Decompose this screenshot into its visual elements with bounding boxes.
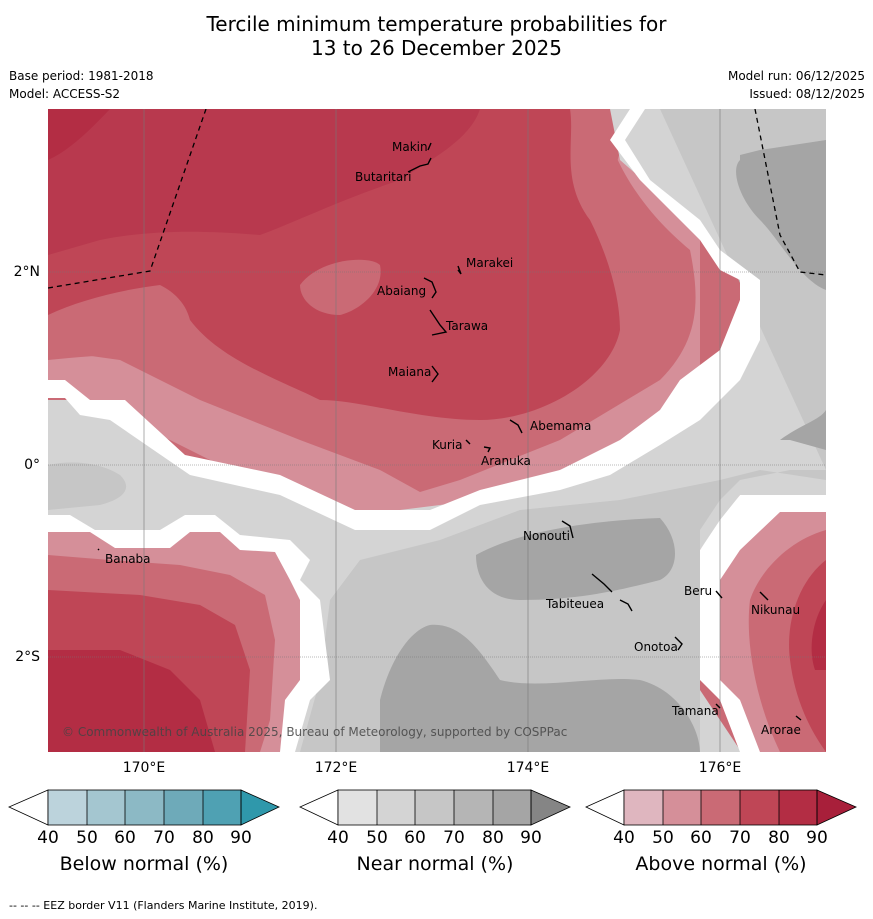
field-above-80-north	[48, 109, 110, 160]
label-nonouti: Nonouti	[523, 529, 570, 543]
field-near-60-ne	[690, 109, 826, 160]
field-above-70-se	[789, 560, 826, 752]
island-kuria	[465, 439, 471, 445]
probability-fields: Makin Butaritari Marakei Abaiang Tarawa …	[48, 109, 826, 752]
chart-title: Tercile minimum temperature probabilitie…	[0, 12, 873, 60]
tick: 80	[192, 828, 214, 848]
island-nonouti	[561, 520, 574, 539]
field-near-60-west	[48, 462, 127, 510]
lon-label-176: 176°E	[698, 760, 742, 776]
island-banaba	[97, 548, 100, 551]
label-nikunau: Nikunau	[751, 603, 800, 617]
tick: 50	[76, 828, 98, 848]
model-name: Model: ACCESS-S2	[9, 87, 121, 101]
tick: 40	[327, 828, 349, 848]
island-beru	[715, 590, 723, 599]
label-butaritari: Butaritari	[355, 170, 412, 184]
colorbar-below-label: Below normal (%)	[59, 853, 229, 875]
field-above-80-sw	[48, 650, 215, 752]
island-arorae	[795, 715, 802, 721]
tick: 90	[230, 828, 252, 848]
tick: 60	[690, 828, 712, 848]
island-abaiang	[423, 277, 437, 299]
island-marakei	[457, 265, 462, 275]
issued-date: Issued: 08/12/2025	[749, 87, 865, 101]
colorbar-above	[585, 789, 857, 826]
base-period: Base period: 1981-2018	[9, 69, 154, 83]
lon-label-172: 172°E	[314, 760, 358, 776]
field-near-70-e	[780, 410, 826, 450]
lat-label-2n: 2°N	[13, 264, 40, 280]
island-nikunau	[759, 591, 769, 601]
tick: 50	[366, 828, 388, 848]
island-tarawa	[429, 309, 448, 336]
title-line-2: 13 to 26 December 2025	[310, 36, 562, 60]
colorbar-above-label: Above normal (%)	[635, 853, 807, 875]
graticule	[48, 109, 826, 752]
copyright-text: © Commonwealth of Australia 2025, Bureau…	[62, 725, 567, 739]
lat-label-0: 0°	[24, 457, 40, 473]
lon-label-170: 170°E	[122, 760, 166, 776]
field-above-75-north	[48, 109, 480, 255]
label-tarawa: Tarawa	[445, 319, 488, 333]
label-aranuka: Aranuka	[481, 454, 531, 468]
tick: 50	[652, 828, 674, 848]
model-run: Model run: 06/12/2025	[727, 69, 865, 83]
island-tabiteuea-north	[591, 573, 613, 593]
lon-label-174: 174°E	[506, 760, 550, 776]
label-tamana: Tamana	[671, 704, 719, 718]
label-abemama: Abemama	[530, 419, 591, 433]
tick: 40	[613, 828, 635, 848]
colorbar-near-label: Near normal (%)	[356, 853, 514, 875]
label-beru: Beru	[684, 584, 712, 598]
field-near-70-ne	[736, 109, 826, 290]
colorbar-near	[299, 789, 571, 826]
island-maiana	[431, 365, 439, 383]
island-tamana	[715, 703, 721, 709]
islands	[97, 142, 802, 721]
field-above-60-center	[300, 259, 381, 315]
lat-label-2s: 2°S	[15, 649, 40, 665]
tick: 70	[729, 828, 751, 848]
label-maiana: Maiana	[388, 365, 431, 379]
colorbar-below	[8, 789, 280, 826]
title-line-1: Tercile minimum temperature probabilitie…	[206, 12, 667, 36]
island-aranuka	[483, 446, 492, 453]
tick: 90	[806, 828, 828, 848]
label-onotoa: Onotoa	[634, 640, 678, 654]
tick: 70	[443, 828, 465, 848]
tick: 90	[520, 828, 542, 848]
label-arorae: Arorae	[761, 723, 801, 737]
tick: 80	[768, 828, 790, 848]
label-banaba: Banaba	[105, 552, 151, 566]
island-butaritari	[407, 157, 432, 173]
label-tabiteuea: Tabiteuea	[545, 597, 604, 611]
label-makin: Makin	[392, 140, 428, 154]
field-above-80-se	[811, 600, 826, 670]
eez-border	[48, 109, 826, 289]
footer-note: -- -- -- EEZ border V11 (Flanders Marine…	[9, 899, 318, 912]
island-tabiteuea-south	[619, 599, 633, 612]
tick: 70	[153, 828, 175, 848]
tick: 60	[114, 828, 136, 848]
island-abemama	[509, 419, 523, 434]
meta-right: Model run: 06/12/2025 Issued: 08/12/2025	[728, 67, 865, 103]
field-near-70-south	[380, 624, 700, 752]
place-labels: Makin Butaritari Marakei Abaiang Tarawa …	[105, 140, 801, 737]
field-near-70-nonouti	[476, 518, 675, 600]
tick: 60	[404, 828, 426, 848]
field-near-60	[300, 109, 826, 752]
tick: 40	[37, 828, 59, 848]
meta-left: Base period: 1981-2018 Model: ACCESS-S2	[9, 67, 154, 103]
tick: 80	[482, 828, 504, 848]
label-kuria: Kuria	[432, 438, 463, 452]
label-marakei: Marakei	[466, 256, 513, 270]
island-onotoa	[674, 636, 683, 651]
island-makin	[427, 142, 432, 151]
label-abaiang: Abaiang	[377, 284, 426, 298]
